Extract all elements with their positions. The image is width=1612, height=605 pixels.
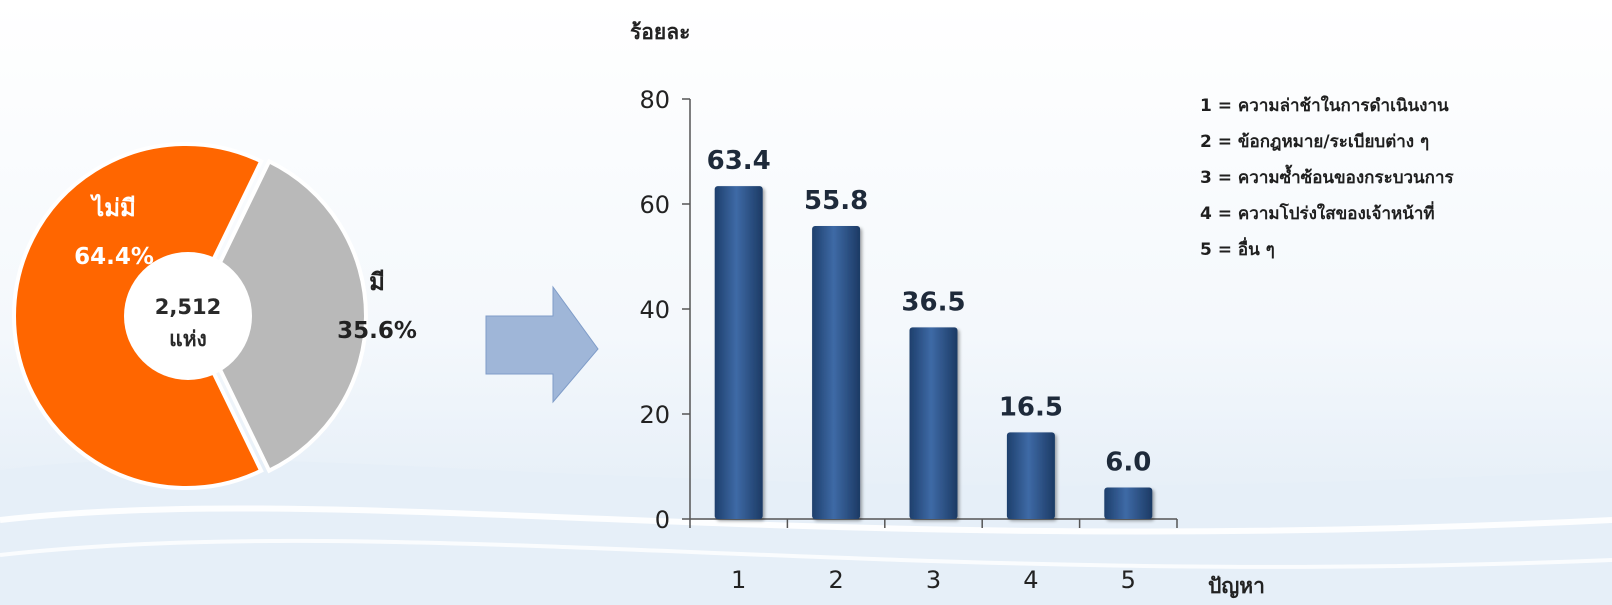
y-tick-label: 40	[639, 296, 670, 324]
category-legend: 1 = ความล่าช้าในการดำเนินงาน 2 = ข้อกฎหม…	[1200, 88, 1454, 268]
pie-label-yes: มี	[369, 268, 385, 296]
x-tick-label: 2	[828, 566, 843, 594]
x-axis-title: ปัญหา	[1208, 574, 1265, 599]
y-tick-label: 60	[639, 191, 670, 219]
y-tick-label: 20	[639, 401, 670, 429]
bar-1	[714, 186, 763, 519]
pie-center-hole	[124, 252, 252, 380]
legend-item: 2 = ข้อกฎหมาย/ระเบียบต่าง ๆ	[1200, 132, 1430, 152]
bar-4	[1006, 432, 1055, 519]
x-tick-label: 4	[1023, 566, 1038, 594]
bar-value-label: 16.5	[999, 392, 1063, 422]
bar-value-label: 63.4	[707, 146, 771, 176]
pie-value-no: 64.4%	[74, 244, 154, 270]
legend-item: 1 = ความล่าช้าในการดำเนินงาน	[1200, 96, 1449, 116]
legend-item: 4 = ความโปร่งใสของเจ้าหน้าที่	[1200, 204, 1435, 224]
x-tick-label: 3	[926, 566, 941, 594]
bar-value-label: 6.0	[1105, 448, 1151, 478]
bar-value-label: 55.8	[804, 186, 868, 216]
y-tick-label: 80	[639, 86, 670, 114]
pie-label-no: ไม่มี	[92, 194, 136, 222]
pie-center-count: 2,512	[154, 295, 222, 319]
y-axis-title: ร้อยละ	[630, 20, 690, 44]
pie-value-yes: 35.6%	[337, 318, 417, 344]
bar-value-label: 36.5	[901, 287, 965, 317]
legend-item: 3 = ความซ้ำซ้อนของกระบวนการ	[1200, 168, 1454, 188]
bar-5	[1104, 487, 1153, 519]
arrow-right-icon	[485, 285, 599, 404]
legend-item: 5 = อื่น ๆ	[1200, 240, 1275, 260]
pie-center-label: 2,512 แห่ง	[143, 292, 233, 355]
pie-slice-yes	[191, 158, 368, 474]
x-tick-label: 5	[1121, 566, 1136, 594]
bar-2	[812, 226, 861, 520]
bar-3	[909, 327, 958, 519]
pie-center-unit: แห่ง	[169, 326, 207, 351]
y-tick-label: 0	[655, 506, 670, 534]
x-tick-label: 1	[731, 566, 746, 594]
